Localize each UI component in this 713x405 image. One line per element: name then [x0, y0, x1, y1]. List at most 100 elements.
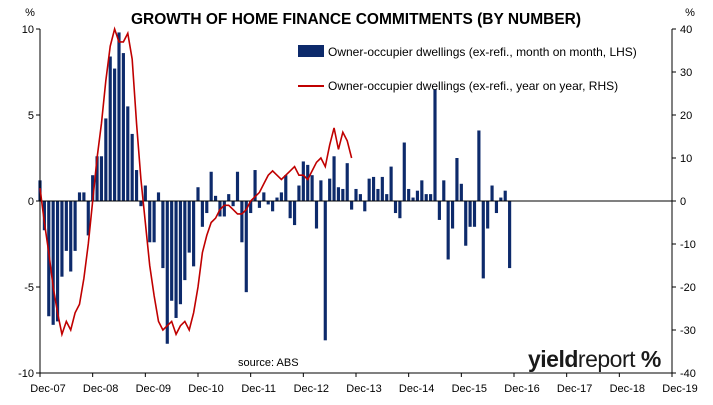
bar — [481, 201, 485, 279]
chart-title: GROWTH OF HOME FINANCE COMMITMENTS (BY N… — [131, 11, 581, 28]
bar — [130, 133, 134, 201]
bar — [503, 190, 507, 201]
bar — [257, 201, 262, 208]
bar — [332, 156, 336, 201]
left-tick-label: 5 — [28, 110, 34, 122]
bar — [156, 192, 161, 201]
bar — [275, 197, 279, 201]
bar — [494, 201, 499, 214]
bar — [455, 158, 459, 201]
right-tick-label: 40 — [680, 24, 692, 36]
bar — [139, 201, 143, 207]
bar — [60, 201, 64, 277]
bar — [271, 201, 275, 212]
x-tick-label: Dec-12 — [294, 383, 329, 395]
bar — [95, 156, 99, 201]
bar — [411, 197, 415, 201]
bar — [152, 201, 156, 243]
right-tick-label: 20 — [680, 110, 692, 122]
bar — [148, 201, 152, 243]
bar — [134, 170, 139, 201]
bar — [407, 188, 411, 201]
right-axis-unit: % — [685, 7, 695, 19]
bar — [350, 201, 354, 210]
bar — [314, 201, 319, 229]
bar — [437, 201, 441, 220]
bar — [468, 201, 472, 227]
bar — [393, 201, 398, 214]
bar — [345, 163, 349, 201]
bar — [69, 201, 73, 272]
bar — [253, 170, 257, 201]
left-tick-label: -5 — [24, 282, 34, 294]
x-tick-label: Dec-17 — [557, 383, 592, 395]
left-axis-unit: % — [25, 7, 35, 19]
bar — [244, 201, 248, 293]
bar — [319, 180, 323, 201]
bar — [292, 201, 297, 226]
yieldreport-logo: yieldreport % — [528, 346, 678, 374]
bar — [192, 201, 196, 267]
bar — [82, 192, 86, 201]
legend: Owner-occupier dwellings (ex-refi., mont… — [298, 45, 637, 93]
x-tick-label: Dec-07 — [30, 383, 65, 395]
right-axis-ticks: 40 30 20 10 0 -10 -20 -30 -40 — [672, 24, 696, 380]
bar — [288, 201, 292, 219]
bar — [77, 192, 82, 201]
x-tick-label: Dec-14 — [399, 383, 434, 395]
bar — [104, 118, 108, 201]
bar — [398, 201, 402, 219]
left-tick-label: -10 — [18, 368, 34, 380]
bar — [446, 201, 450, 260]
bar — [235, 171, 240, 201]
right-tick-label: 10 — [680, 153, 692, 165]
x-tick-label: Dec-10 — [188, 383, 223, 395]
bar — [165, 201, 169, 344]
left-tick-label: 0 — [28, 196, 34, 208]
bar — [117, 32, 121, 201]
legend-bar-label: Owner-occupier dwellings (ex-refi., mont… — [328, 45, 637, 59]
right-tick-label: -30 — [680, 325, 696, 337]
bar — [424, 194, 428, 201]
bar — [266, 201, 270, 205]
bar — [328, 178, 332, 201]
x-tick-label: Dec-09 — [136, 383, 171, 395]
bar — [249, 201, 253, 214]
x-tick-label: Dec-18 — [610, 383, 645, 395]
bar — [200, 201, 204, 227]
bar — [73, 201, 77, 251]
bar — [297, 185, 301, 201]
right-tick-label: -10 — [680, 239, 696, 251]
line-series — [39, 26, 353, 338]
logo-percent-icon: % — [641, 346, 661, 372]
bar — [341, 188, 345, 201]
x-tick-label: Dec-13 — [346, 383, 381, 395]
bar — [55, 201, 60, 322]
bar — [358, 194, 362, 201]
bar — [213, 195, 218, 201]
bar — [126, 106, 130, 201]
bar — [420, 180, 424, 201]
bar — [385, 194, 389, 201]
bar — [178, 201, 183, 305]
right-tick-label: -20 — [680, 282, 696, 294]
bar — [161, 201, 165, 269]
bar — [284, 175, 288, 201]
legend-bar-swatch — [298, 45, 324, 57]
bar — [183, 201, 187, 281]
bar — [442, 180, 446, 201]
right-tick-label: 0 — [680, 196, 686, 208]
bar — [262, 192, 266, 201]
bar — [429, 194, 433, 201]
left-tick-label: 10 — [22, 24, 34, 36]
bar — [108, 56, 112, 201]
logo-text-bold: yield — [528, 346, 578, 372]
bar — [486, 201, 490, 229]
bar — [113, 68, 117, 201]
bar — [51, 201, 55, 325]
x-tick-label: Dec-15 — [452, 383, 487, 395]
bar — [415, 190, 420, 201]
bar — [222, 201, 226, 217]
x-axis-ticks: Dec-07 Dec-08 Dec-09 Dec-10 Dec-11 Dec-12 Dec-… — [30, 373, 698, 395]
